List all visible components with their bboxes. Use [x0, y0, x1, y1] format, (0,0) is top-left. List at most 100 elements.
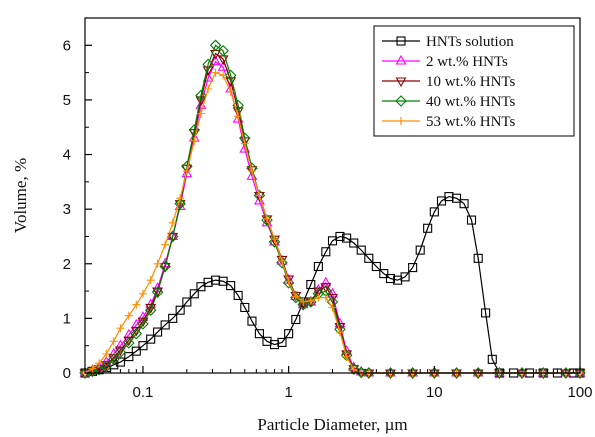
data-point	[168, 313, 178, 323]
data-point	[146, 276, 155, 285]
data-point	[306, 296, 315, 305]
axes: 0.1 1 10 100 0 1 2 3 4 5 6	[63, 17, 593, 401]
data-point	[116, 324, 125, 333]
data-point	[314, 293, 323, 302]
data-point	[472, 367, 484, 379]
data-point	[196, 109, 205, 118]
data-point	[159, 262, 171, 273]
data-point	[574, 367, 586, 379]
data-point	[190, 136, 199, 145]
data-point	[182, 166, 191, 175]
data-point	[160, 320, 170, 330]
x-tick-label: 0.1	[133, 384, 154, 401]
legend-item: 2 wt.% HNTs	[382, 54, 508, 70]
data-point	[385, 273, 396, 284]
data-point	[406, 367, 419, 379]
data-point	[124, 311, 133, 320]
data-point	[560, 367, 572, 379]
data-point	[132, 300, 141, 309]
legend-label: HNTs solution	[426, 34, 514, 50]
data-point	[335, 231, 345, 242]
x-tick-label: 10	[426, 384, 443, 401]
data-point	[395, 77, 407, 88]
data-point	[450, 367, 463, 379]
data-point	[144, 304, 157, 316]
data-point	[291, 314, 301, 325]
data-point	[473, 253, 483, 263]
data-point	[124, 352, 134, 362]
legend-item: HNTs solution	[382, 34, 514, 50]
data-point	[255, 191, 264, 200]
legend-label: 40 wt.% HNTs	[426, 94, 516, 110]
y-tick-label: 0	[63, 365, 71, 382]
data-point	[130, 327, 143, 340]
data-point	[284, 277, 293, 286]
plot-area	[79, 39, 586, 380]
y-tick-label: 4	[63, 147, 71, 164]
data-point	[182, 297, 192, 307]
data-point	[415, 245, 425, 255]
legend-label: 2 wt.% HNTs	[426, 54, 508, 70]
data-point	[342, 352, 351, 361]
x-tick-label: 1	[284, 384, 292, 401]
data-point	[349, 238, 359, 248]
data-point	[166, 230, 179, 243]
data-point	[384, 367, 397, 379]
data-point	[152, 287, 164, 298]
y-axis-title: Volume, %	[11, 158, 30, 233]
data-point	[363, 367, 375, 379]
data-point	[395, 95, 407, 107]
data-point	[138, 341, 148, 351]
data-point	[138, 289, 147, 298]
data-point	[253, 194, 265, 205]
legend: HNTs solution 2 wt.% HNTs 10 wt.% HNTs 40 w…	[373, 25, 575, 137]
data-point	[268, 236, 281, 248]
data-point	[321, 293, 330, 302]
data-point	[131, 346, 141, 356]
data-point	[397, 117, 405, 125]
y-tick-label: 1	[63, 310, 71, 327]
legend-item: 53 wt.% HNTs	[382, 114, 516, 130]
data-point	[290, 291, 302, 304]
data-point	[284, 329, 294, 339]
data-point	[487, 354, 497, 364]
data-point	[102, 349, 111, 358]
data-point	[167, 232, 179, 243]
data-point	[423, 223, 433, 233]
data-point	[364, 253, 374, 263]
x-tick-label: 100	[567, 384, 592, 401]
data-point	[100, 360, 113, 373]
data-point	[291, 292, 300, 301]
data-point	[306, 279, 316, 290]
data-point	[262, 214, 271, 223]
data-point	[175, 305, 185, 315]
legend-item: 40 wt.% HNTs	[382, 94, 516, 110]
data-point	[123, 337, 135, 349]
data-point	[226, 87, 235, 96]
data-point	[153, 259, 162, 268]
data-point	[379, 269, 389, 279]
data-point	[428, 367, 441, 379]
data-point	[217, 44, 229, 57]
data-point	[224, 69, 237, 82]
data-point	[342, 233, 352, 243]
data-point	[114, 346, 127, 359]
data-point	[86, 365, 99, 378]
data-point	[234, 112, 243, 121]
data-point	[328, 303, 337, 312]
data-point	[240, 302, 250, 313]
data-point	[371, 261, 381, 272]
data-point	[159, 260, 171, 273]
data-point	[195, 89, 207, 102]
data-point	[253, 189, 266, 202]
data-point	[168, 218, 177, 227]
data-point	[204, 85, 213, 93]
legend-item: 10 wt.% HNTs	[382, 74, 516, 90]
data-point	[305, 296, 317, 308]
data-point	[189, 289, 199, 299]
data-point	[174, 197, 186, 210]
data-point	[109, 337, 118, 346]
data-point	[210, 55, 222, 66]
data-point	[209, 39, 222, 52]
